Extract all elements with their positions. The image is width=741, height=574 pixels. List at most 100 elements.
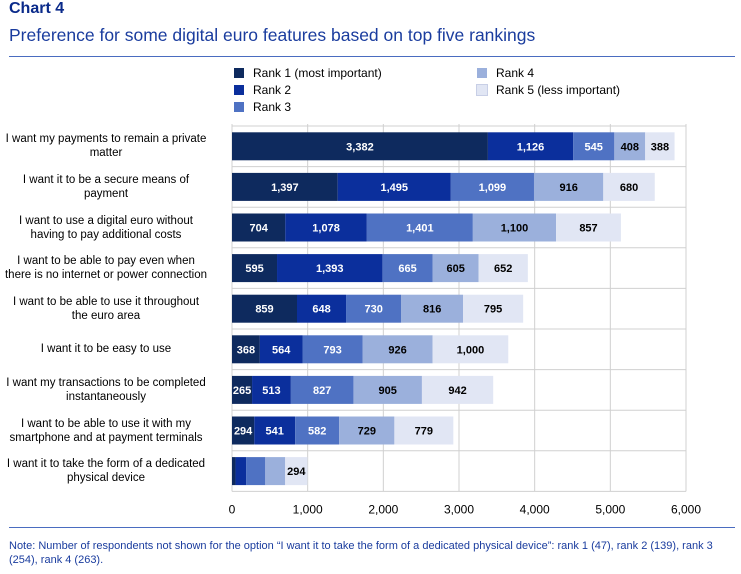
footer-rule <box>9 527 735 528</box>
bar-value-label: 368 <box>237 344 255 356</box>
bar-value-label: 1,495 <box>381 182 409 194</box>
category-label-line: I want it to take the form of a dedicate… <box>6 458 206 471</box>
category-label-line: matter <box>89 147 123 160</box>
bar-segment <box>259 335 303 364</box>
category-label-line: I want my payments to remain a private <box>5 133 207 146</box>
category-label: I want to be able to use it throughout th… <box>0 295 221 323</box>
bar-segment <box>232 335 260 364</box>
bar-segment <box>235 457 247 486</box>
category-label-line: I want it to be easy to use <box>40 343 172 356</box>
x-tick-label: 4,000 <box>520 502 550 516</box>
x-tick-label: 2,000 <box>368 502 398 516</box>
bar-value-label: 648 <box>312 304 330 316</box>
legend-item: Rank 2 <box>234 83 291 97</box>
legend-item: Rank 5 (less important) <box>476 83 620 97</box>
x-tick-label: 1,000 <box>293 502 323 516</box>
bar-value-label: 294 <box>234 426 253 438</box>
category-label-line: I want to be able to use it with my <box>20 417 192 430</box>
legend-item: Rank 4 <box>477 66 534 80</box>
bar-value-label: 388 <box>651 141 669 153</box>
bar-value-label: 564 <box>272 344 291 356</box>
bar-value-label: 729 <box>358 426 376 438</box>
category-label: I want to be able to pay even when there … <box>0 254 221 282</box>
bar-segment <box>366 213 473 242</box>
bar-segment <box>254 416 296 445</box>
bar-segment <box>401 294 464 323</box>
category-label-line: there is no internet or power connection <box>4 269 207 282</box>
bar-value-label: 582 <box>308 426 326 438</box>
category-label: I want it to be easy to use <box>0 342 221 356</box>
category-label: I want to use a digital euro without havi… <box>0 214 221 242</box>
bar-value-label: 294 <box>287 466 306 478</box>
bar-value-label: 1,100 <box>501 223 529 235</box>
bar-value-label: 857 <box>579 223 597 235</box>
bar-segment <box>421 375 494 404</box>
bar-value-label: 816 <box>423 304 441 316</box>
legend-swatch <box>234 85 244 95</box>
bar-segment <box>295 416 340 445</box>
bar-segment <box>394 416 454 445</box>
bar-segment <box>285 213 367 242</box>
bar-segment <box>645 132 675 161</box>
bar-segment <box>432 254 479 283</box>
bar-value-label: 665 <box>398 263 416 275</box>
bar-segment <box>232 416 255 445</box>
category-label-line: physical device <box>67 472 145 485</box>
legend-label: Rank 1 (most important) <box>253 66 382 80</box>
bar-value-label: 1,099 <box>479 182 507 194</box>
bar-segment <box>232 132 488 161</box>
legend-label: Rank 3 <box>253 100 292 114</box>
category-label: I want it to be a secure means of payment <box>0 173 221 201</box>
category-label-line: I want to be able to use it throughout <box>12 295 200 308</box>
category-label-line: smartphone and at payment terminals <box>9 431 203 444</box>
category-label: I want it to take the form of a dedicate… <box>0 457 221 485</box>
category-label-line: I want to use a digital euro without <box>19 214 193 227</box>
bar-segment <box>232 254 278 283</box>
bar-value-label: 605 <box>446 263 464 275</box>
bar-value-label: 545 <box>585 141 603 153</box>
category-label: I want to be able to use it with my smart… <box>0 417 221 445</box>
bar-segment <box>290 375 354 404</box>
legend-label: Rank 4 <box>496 66 535 80</box>
bar-segment <box>556 213 621 242</box>
bar-value-label: 1,393 <box>316 263 344 275</box>
legend-label: Rank 2 <box>253 83 292 97</box>
bar-value-label: 1,401 <box>406 223 434 235</box>
bar-value-label: 795 <box>484 304 502 316</box>
bar-value-label: 926 <box>388 344 406 356</box>
bar-segment <box>382 254 433 283</box>
bar-segment <box>533 172 604 201</box>
bar-segment <box>478 254 528 283</box>
bar-value-label: 541 <box>266 426 284 438</box>
category-label: I want my payments to remain a private ma… <box>0 132 221 160</box>
bar-segment <box>463 294 524 323</box>
bar-segment <box>232 172 338 201</box>
bar-segment <box>285 457 308 486</box>
bar-segment <box>252 375 291 404</box>
bar-value-label: 1,397 <box>271 182 299 194</box>
bar-segment <box>450 172 534 201</box>
chart-number: Chart 4 <box>9 0 65 17</box>
bar-value-label: 779 <box>415 426 433 438</box>
bar-segment <box>432 335 509 364</box>
bar-segment <box>246 457 266 486</box>
category-label-line: I want it to be a secure means of <box>22 173 190 186</box>
bar-segment <box>339 416 395 445</box>
bar-value-label: 1,078 <box>312 223 340 235</box>
bar-value-label: 408 <box>621 141 639 153</box>
bar-value-label: 905 <box>379 385 397 397</box>
footnote: Note: Number of respondents not shown fo… <box>9 540 713 566</box>
category-label-line: I want my transactions to be completed <box>6 376 206 389</box>
category-label-line: the euro area <box>71 309 141 322</box>
bar-segment <box>277 254 383 283</box>
category-label-line: payment <box>83 187 129 200</box>
legend-item: Rank 3 <box>234 100 291 114</box>
bar-segment <box>573 132 615 161</box>
bar-segment <box>265 457 286 486</box>
bar-segment <box>614 132 646 161</box>
category-label-line: instantaneously <box>66 390 146 403</box>
bar-value-label: 1,126 <box>517 141 545 153</box>
bar-value-label: 595 <box>245 263 263 275</box>
bar-value-label: 916 <box>559 182 577 194</box>
legend-swatch <box>477 68 487 78</box>
